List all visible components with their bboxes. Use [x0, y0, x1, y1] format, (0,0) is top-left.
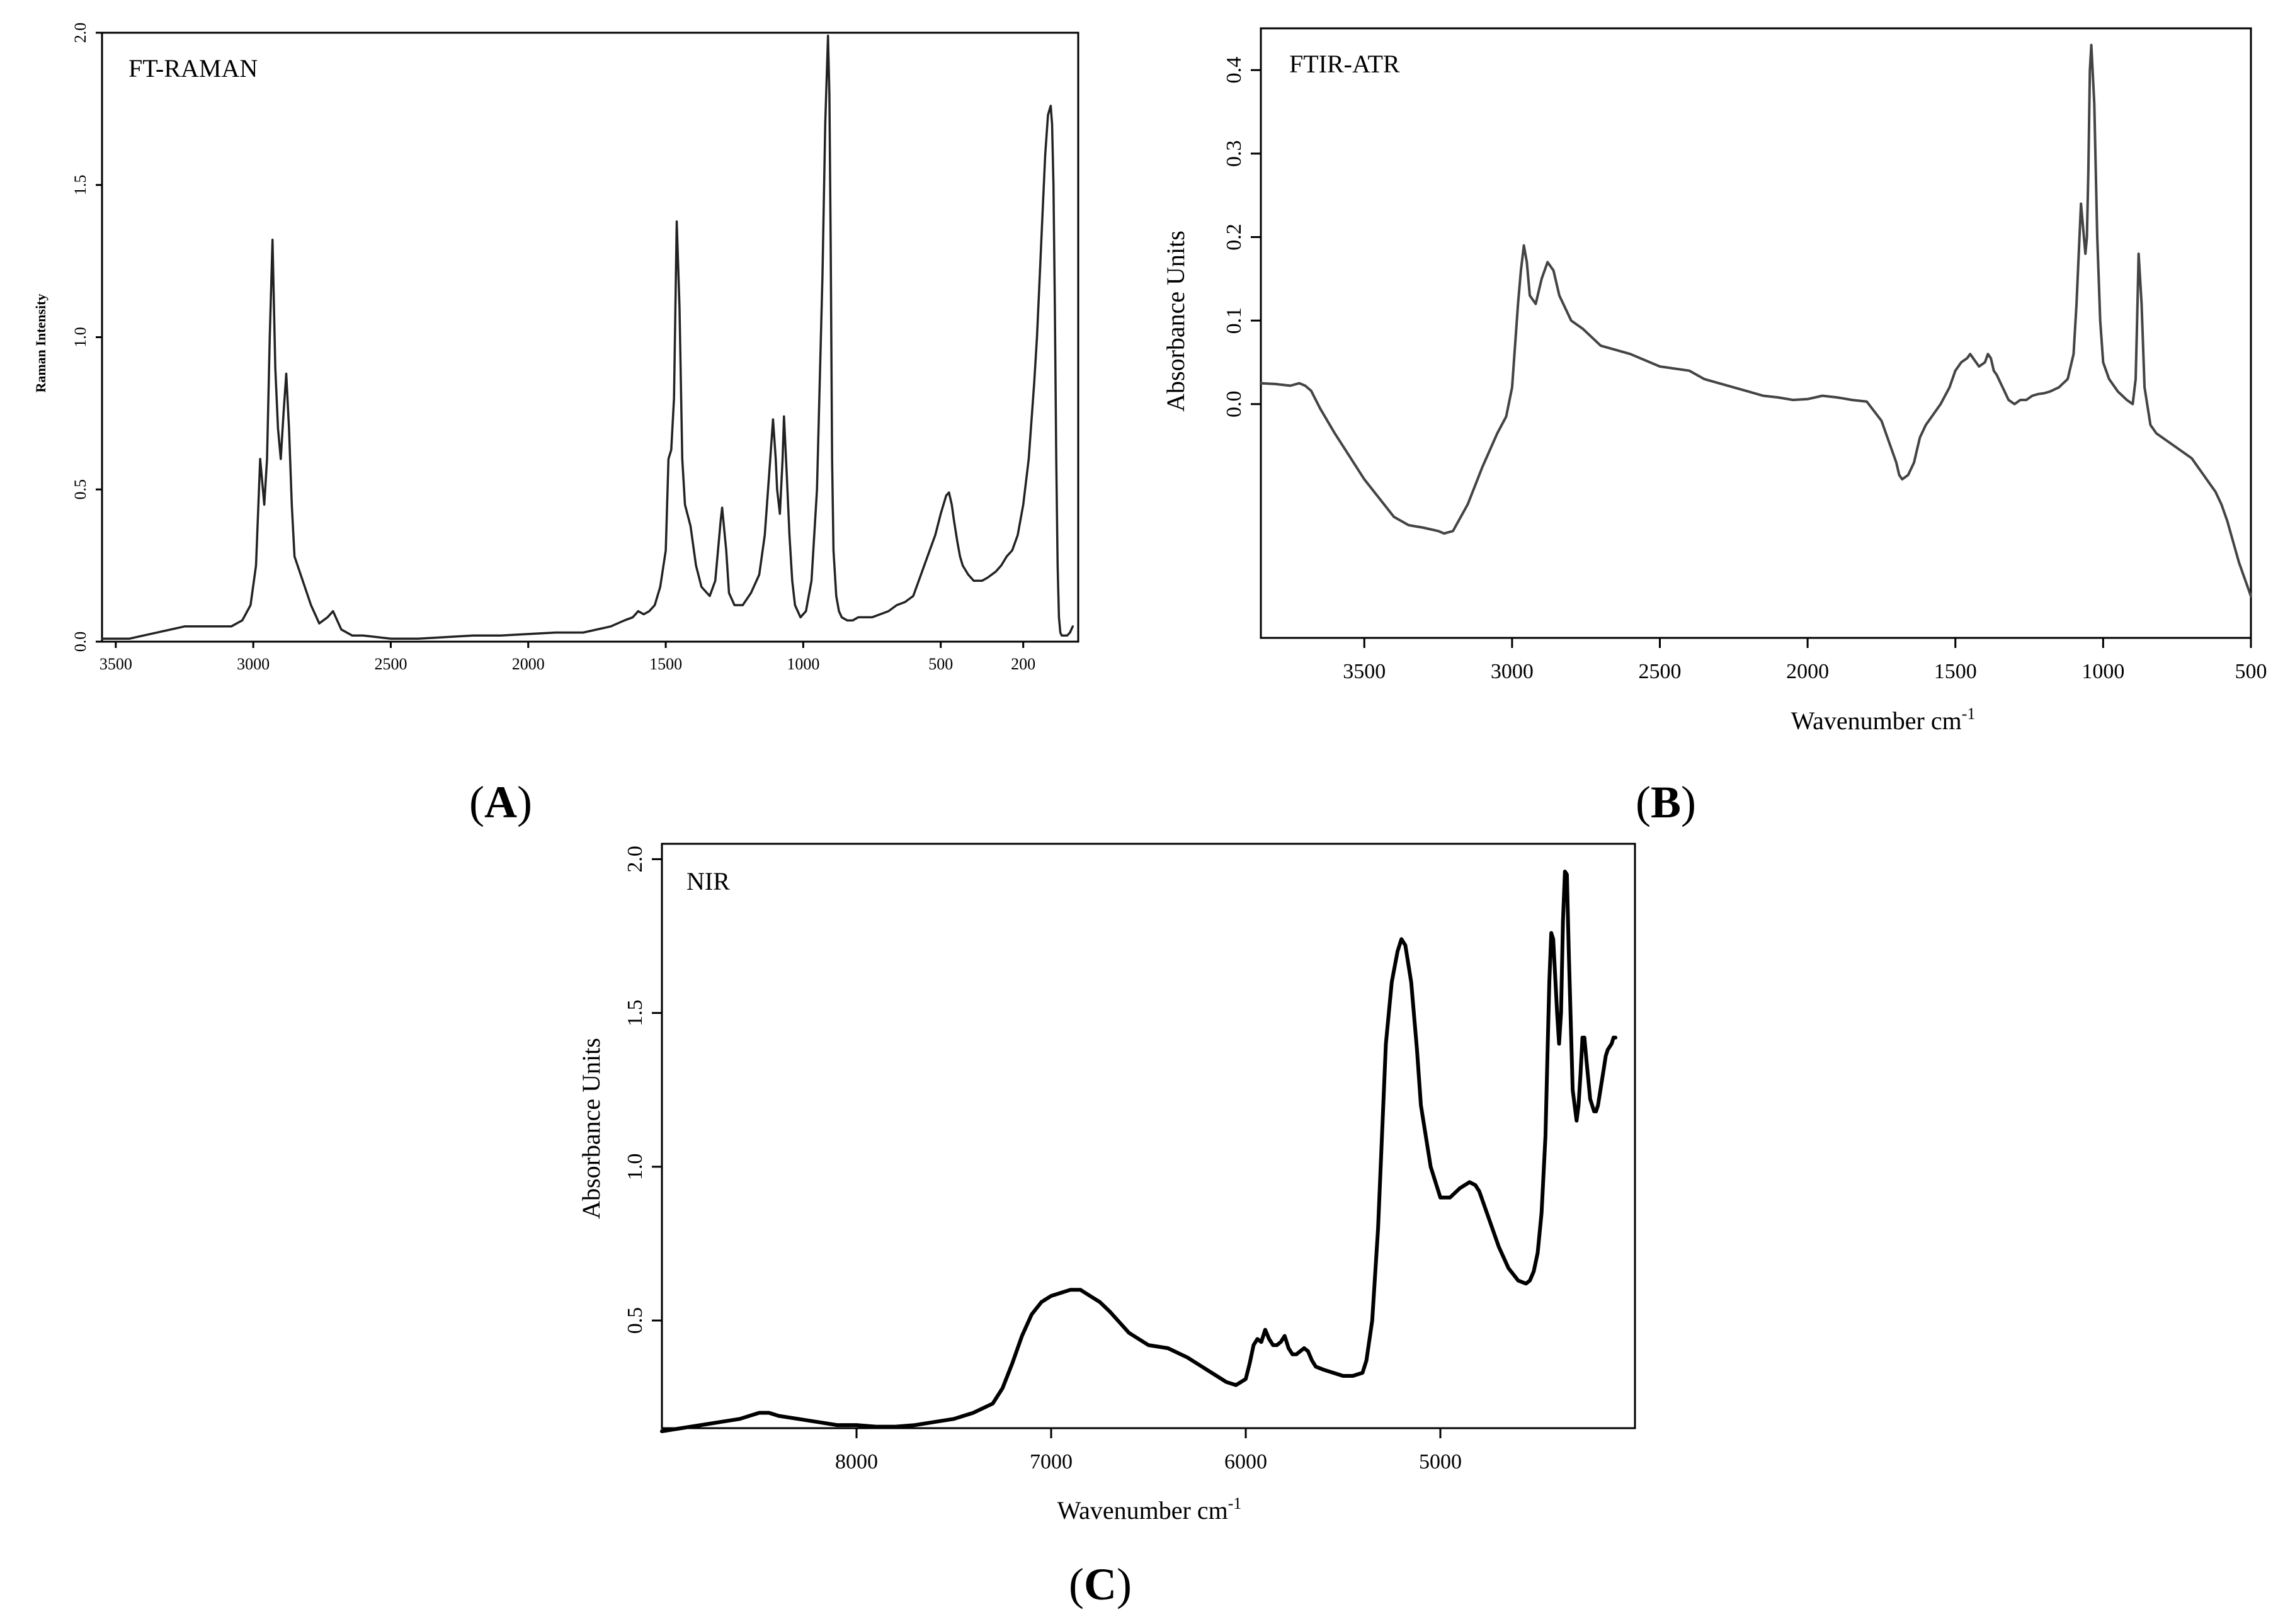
panel-b-plot-frame — [1260, 27, 2252, 639]
panel-a-ft-raman: 3500 3000 2500 2000 1500 1000 500 200 0.0 0.5 1.0… — [33, 23, 1079, 827]
panel-a-label-letter: A — [484, 777, 517, 827]
panel-b-x-tick-label: 3000 — [1491, 660, 1534, 683]
panel-b-label-letter: B — [1651, 777, 1681, 827]
panel-a-plot-frame — [101, 31, 1079, 643]
panel-c-title: NIR — [686, 867, 730, 895]
panel-c-y-tick-label: 2.0 — [624, 846, 647, 873]
panel-a-raman-spectrum-line — [101, 35, 1074, 640]
panel-b-title: FTIR-ATR — [1289, 50, 1400, 78]
panel-b-y-axis-title: Absorbance Units — [1161, 230, 1190, 412]
panel-b-x-axis-title-superscript: -1 — [1962, 705, 1976, 723]
panel-a-y-tick-label: 2.0 — [71, 23, 89, 43]
panel-a-x-tick-label: 1000 — [787, 655, 819, 673]
panel-b-y-tick-label: 0.2 — [1222, 224, 1246, 251]
panel-b-y-tick-label: 0.0 — [1222, 390, 1246, 417]
panel-a-x-tick-label: 2000 — [512, 655, 545, 673]
panel-c-y-tick-label: 1.0 — [624, 1154, 647, 1181]
panel-c-x-tick-label: 8000 — [835, 1450, 878, 1474]
panel-b-ftir-atr: 3500 3000 2500 2000 1500 1000 500 0.0 0.1 0.2 0.3… — [1161, 27, 2267, 827]
panel-b-y-ticks: 0.0 0.1 0.2 0.3 0.4 — [1222, 57, 1261, 417]
panel-c-y-ticks: 0.5 1.0 1.5 2.0 — [624, 846, 662, 1334]
panel-a-y-tick-label: 1.0 — [71, 327, 89, 348]
panel-b-y-tick-label: 0.1 — [1222, 307, 1246, 334]
panel-b-label: (B) — [1636, 777, 1696, 827]
panel-a-x-tick-label: 3500 — [100, 655, 132, 673]
panel-a-x-tick-label: 3000 — [237, 655, 270, 673]
panel-b-x-tick-label: 1500 — [1934, 660, 1977, 683]
panel-b-x-tick-label: 500 — [2235, 660, 2267, 683]
panel-a-x-tick-label: 2500 — [374, 655, 407, 673]
panel-c-label: (C) — [1069, 1559, 1132, 1610]
panel-c-label-letter: C — [1084, 1559, 1117, 1610]
panel-c-y-tick-label: 1.5 — [624, 999, 647, 1026]
panel-a-x-tick-label: 1500 — [649, 655, 682, 673]
panel-a-x-tick-label: 200 — [1011, 655, 1035, 673]
panel-a-x-ticks: 3500 3000 2500 2000 1500 1000 500 200 — [100, 642, 1035, 673]
panel-b-y-tick-label: 0.3 — [1222, 140, 1246, 168]
panel-b-x-tick-label: 3500 — [1343, 660, 1386, 683]
panel-a-y-ticks: 0.0 0.5 1.0 1.5 2.0 — [71, 23, 102, 652]
panel-b-x-tick-label: 1000 — [2081, 660, 2124, 683]
panel-a-y-tick-label: 1.5 — [71, 175, 89, 196]
panel-b-x-axis-title-text: Wavenumber cm — [1791, 707, 1962, 735]
panel-a-y-axis-title: Raman Intensity — [33, 293, 48, 392]
panel-c-y-axis-title: Absorbance Units — [577, 1038, 605, 1219]
panel-a-label: (A) — [469, 777, 532, 827]
panel-b-ftir-spectrum-line — [1260, 43, 2252, 598]
panel-c-x-tick-label: 5000 — [1419, 1450, 1462, 1474]
panel-a-y-tick-label: 0.5 — [71, 479, 89, 500]
panel-a-y-tick-label: 0.0 — [71, 632, 89, 652]
panel-b-x-ticks: 3500 3000 2500 2000 1500 1000 500 — [1343, 638, 2267, 683]
panel-c-x-axis-title-superscript: -1 — [1228, 1494, 1242, 1513]
panel-c-x-tick-label: 6000 — [1224, 1450, 1267, 1474]
panel-c-x-axis-title: Wavenumber cm-1 — [1057, 1494, 1242, 1525]
panel-a-x-tick-label: 500 — [928, 655, 953, 673]
panel-b-y-tick-label: 0.4 — [1222, 57, 1246, 83]
panel-c-nir-spectrum-line — [660, 870, 1618, 1433]
panel-c-x-ticks: 8000 7000 6000 5000 — [835, 1428, 1462, 1474]
panel-c-x-axis-title-text: Wavenumber cm — [1057, 1496, 1228, 1525]
panel-b-x-tick-label: 2500 — [1638, 660, 1681, 683]
panel-c-x-tick-label: 7000 — [1030, 1450, 1073, 1474]
panel-a-title: FT-RAMAN — [128, 54, 258, 82]
panel-b-x-tick-label: 2000 — [1786, 660, 1829, 683]
panel-c-nir: 8000 7000 6000 5000 0.5 1.0 1.5 2.0 NIR Absorb… — [577, 843, 1636, 1610]
panel-b-x-axis-title: Wavenumber cm-1 — [1791, 705, 1976, 735]
panel-c-plot-frame — [661, 843, 1636, 1429]
panel-c-y-tick-label: 0.5 — [624, 1307, 647, 1334]
